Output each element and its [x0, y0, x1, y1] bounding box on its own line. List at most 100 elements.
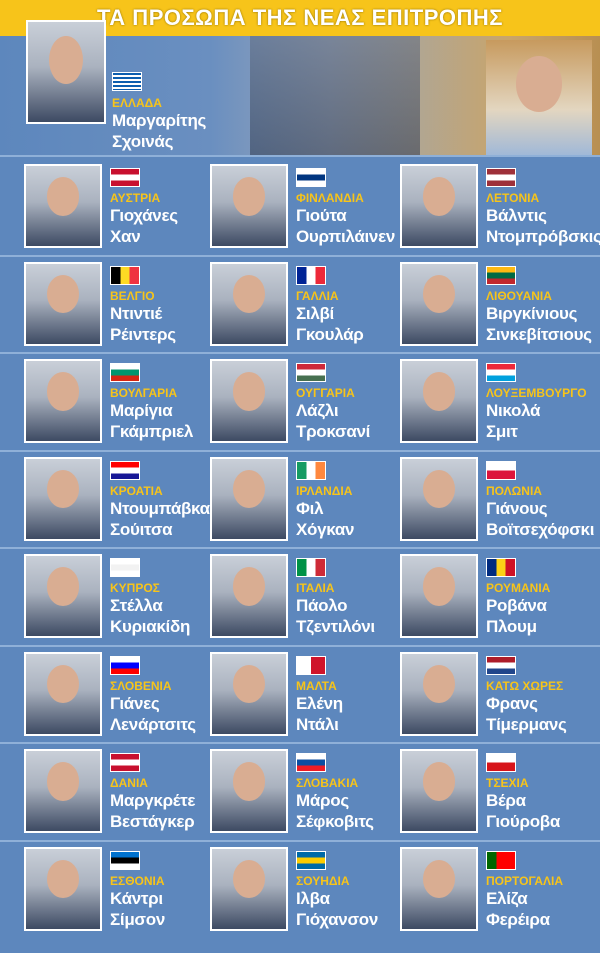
- person-name: Γιόχανσον: [296, 909, 379, 929]
- flag: [296, 460, 326, 480]
- person-name: Λάζλι: [296, 401, 339, 420]
- country: ΛΟΥΞΕΜΒΟΥΡΓΟ: [486, 386, 587, 400]
- person-name: Ελένη: [296, 693, 343, 713]
- country: ΣΛΟΒΕΝΙΑ: [110, 678, 172, 693]
- country: ΣΟΥΗΔΙΑ: [296, 873, 350, 888]
- person-name: Σιλβί: [296, 303, 334, 323]
- person-name: Πλουμ: [486, 617, 537, 636]
- featured-photo-right: [486, 40, 592, 156]
- country: ΔΑΝΙΑ: [110, 776, 148, 790]
- flag: [110, 363, 140, 382]
- person-photo: [24, 164, 102, 248]
- person-name: Χόγκαν: [296, 519, 355, 539]
- person-photo: [400, 261, 478, 346]
- person-photo: [400, 359, 478, 443]
- person-name: Γκάμπριελ: [110, 422, 194, 441]
- flag: [486, 850, 516, 870]
- country: ΣΛΟΒΑΚΙΑ: [296, 776, 359, 790]
- person-name: Ροβάνα: [486, 596, 547, 615]
- flag: [110, 558, 140, 577]
- person-photo: [210, 261, 288, 346]
- person-name: Ιλβα: [296, 888, 330, 908]
- person-name: Ντομπρόβσκις: [486, 227, 600, 246]
- person-name: Ρέιντερς: [110, 324, 176, 344]
- country: ΚΡΟΑΤΙΑ: [110, 483, 163, 498]
- person-photo: [24, 261, 102, 346]
- country: ΦΙΝΛΑΝΔΙΑ: [296, 191, 364, 205]
- person-name: Φιλ: [296, 498, 324, 518]
- separator: [0, 742, 600, 744]
- flag: [296, 168, 326, 187]
- flag: [486, 753, 516, 772]
- flag: [296, 363, 326, 382]
- person-name: Τζεντιλόνι: [296, 617, 375, 636]
- country: ΟΥΓΓΑΡΙΑ: [296, 386, 355, 400]
- flag: [110, 460, 140, 480]
- person-name: Τροκσανί: [296, 422, 371, 441]
- person-name: Γκουλάρ: [296, 324, 364, 344]
- featured-banner: [0, 36, 600, 156]
- person-name: Βοϊτσεχόφσκι: [486, 519, 595, 539]
- person-name: Λενάρτσιτς: [110, 714, 196, 734]
- flag: [486, 655, 516, 675]
- person-name: Γιούτα: [296, 206, 347, 225]
- person-photo: [400, 456, 478, 541]
- flag: [112, 72, 142, 91]
- person-photo: [400, 846, 478, 931]
- country: ΙΡΛΑΝΔΙΑ: [296, 483, 353, 498]
- person-name: Κυριακίδη: [110, 617, 191, 636]
- flag: [110, 168, 140, 187]
- person-name: Βέρα: [486, 791, 526, 810]
- person-photo: [400, 164, 478, 248]
- country: ΓΑΛΛΙΑ: [296, 288, 339, 303]
- person-name: Ντιντιέ: [110, 303, 162, 323]
- flag: [110, 265, 140, 285]
- person-name: Βάλντις: [486, 206, 547, 225]
- person-photo: [24, 359, 102, 443]
- country: ΚΑΤΩ ΧΩΡΕΣ: [486, 678, 564, 693]
- person-photo: [400, 651, 478, 736]
- person-name: Σμιτ: [486, 422, 518, 441]
- flag: [486, 363, 516, 382]
- person-name: Σέφκοβιτς: [296, 812, 374, 831]
- person-name: Σίμσον: [110, 909, 165, 929]
- featured-photo: [26, 20, 106, 124]
- person-name: Μαργκρέτε: [110, 791, 196, 810]
- person-name: Σούιτσα: [110, 519, 173, 539]
- flag: [110, 850, 140, 870]
- flag: [296, 850, 326, 870]
- person-photo: [210, 164, 288, 248]
- person-photo: [210, 554, 288, 638]
- person-name: Ντουμπάβκα: [110, 498, 210, 518]
- country: ΚΥΠΡΟΣ: [110, 581, 160, 595]
- background-figure: [250, 36, 420, 156]
- country: ΒΟΥΛΓΑΡΙΑ: [110, 386, 178, 400]
- person-name: Νικολά: [486, 401, 541, 420]
- person-name: Γιοχάνες: [110, 206, 178, 225]
- person-name: Μαρίγια: [110, 401, 173, 420]
- country: ΠΟΛΩΝΙΑ: [486, 483, 542, 498]
- person-photo: [24, 456, 102, 541]
- flag: [296, 655, 326, 675]
- country: ΜΑΛΤΑ: [296, 678, 337, 693]
- country: ΕΛΛΑΔΑ: [112, 96, 162, 110]
- flag: [486, 558, 516, 577]
- person-photo: [400, 749, 478, 833]
- flag: [486, 265, 516, 285]
- country: ΤΣΕΧΙΑ: [486, 776, 529, 790]
- flag: [110, 655, 140, 675]
- person-photo: [24, 554, 102, 638]
- person-photo: [210, 846, 288, 931]
- country: ΒΕΛΓΙΟ: [110, 288, 155, 303]
- person-name: Γιάνες: [110, 693, 160, 713]
- country: ΠΟΡΤΟΓΑΛΙΑ: [486, 873, 564, 888]
- country: ΕΣΘΟΝΙΑ: [110, 873, 165, 888]
- person-name: Φρανς: [486, 693, 538, 713]
- person-photo: [24, 749, 102, 833]
- flag: [296, 753, 326, 772]
- person-name: Βιργκίνιους: [486, 303, 578, 323]
- flag: [296, 558, 326, 577]
- person-name: Γιάνους: [486, 498, 548, 518]
- flag: [110, 753, 140, 772]
